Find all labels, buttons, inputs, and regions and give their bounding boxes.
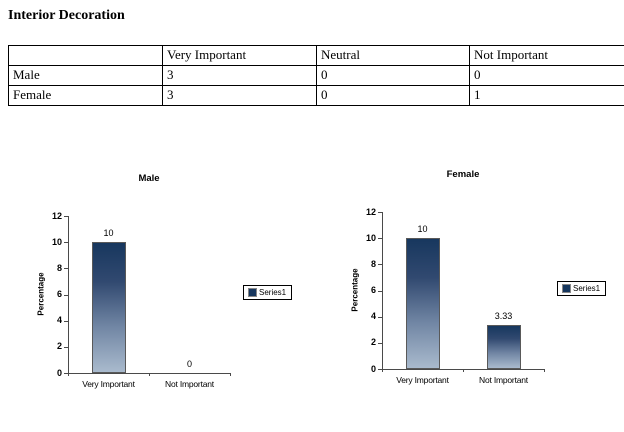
y-tick-label: 10 [365,232,376,243]
page-title: Interior Decoration [8,8,125,23]
row-label: Male [8,65,163,86]
table-cell: 0 [469,65,624,86]
x-tick-mark [68,373,69,376]
x-tick-mark [230,373,231,376]
legend-marker-icon [248,288,257,297]
bar-very-important [405,238,440,369]
y-tick-label: 0 [56,367,62,378]
data-label: 0 [186,359,192,369]
data-label: 10 [103,228,114,238]
y-tick-mark [378,369,382,370]
y-tick-mark [64,242,68,243]
y-tick-mark [64,216,68,217]
male-chart: Male Percentage Series1 0 2 4 6 8 10 12 10 Very … [8,165,320,430]
table-header-row: Very Important Neutral Not Important [8,45,624,66]
x-tick-mark [382,369,383,372]
table-cell: 0 [316,65,470,86]
table-cell: 1 [469,85,624,106]
legend-label: Series1 [259,288,287,297]
y-tick-mark [64,268,68,269]
y-tick-label: 2 [370,337,376,348]
table-cell: 0 [316,85,470,106]
y-tick-label: 4 [370,311,376,322]
y-tick-label: 2 [56,341,62,352]
chart-title: Female [446,169,480,180]
y-tick-mark [378,264,382,265]
female-chart: Female Percentage Series1 0 2 4 6 8 10 12 10 Ver… [322,161,624,426]
x-category-label: Very Important [396,375,449,385]
legend: Series1 [557,281,607,296]
y-tick-mark [378,291,382,292]
table-row: Male 3 0 0 [8,65,624,86]
y-tick-mark [378,238,382,239]
y-tick-mark [64,295,68,296]
y-tick-label: 12 [51,210,62,221]
legend-label: Series1 [573,284,601,293]
data-label: 3.33 [494,311,513,321]
y-tick-mark [64,321,68,322]
row-label: Female [8,85,163,106]
table-cell: 3 [162,65,317,86]
y-tick-mark [378,343,382,344]
legend: Series1 [243,285,293,300]
table-cell: 3 [162,85,317,106]
x-category-label: Not Important [165,379,214,389]
table-header-cell: Neutral [316,45,470,66]
y-tick-label: 10 [51,236,62,247]
table-header-cell: Very Important [162,45,317,66]
y-tick-mark [64,347,68,348]
table-header-cell [8,45,163,66]
y-tick-label: 6 [370,285,376,295]
bar-very-important [91,242,126,373]
y-tick-label: 0 [370,363,376,374]
data-label: 10 [417,224,428,234]
x-category-label: Very Important [82,379,135,389]
bar-not-important [486,325,521,369]
x-tick-mark [544,369,545,372]
y-tick-label: 8 [370,258,376,269]
y-tick-mark [378,212,382,213]
y-tick-label: 4 [56,315,62,326]
x-category-label: Not Important [479,375,528,385]
table-row: Female 3 0 1 [8,85,624,106]
x-tick-mark [149,373,150,376]
y-tick-label: 8 [56,262,62,273]
summary-table: Very Important Neutral Not Important Mal… [8,45,624,106]
chart-title: Male [138,173,160,184]
y-tick-mark [64,373,68,374]
y-tick-label: 12 [365,206,376,217]
y-tick-label: 6 [56,289,62,299]
table-header-cell: Not Important [469,45,624,66]
legend-marker-icon [562,284,571,293]
y-tick-mark [378,317,382,318]
x-tick-mark [463,369,464,372]
